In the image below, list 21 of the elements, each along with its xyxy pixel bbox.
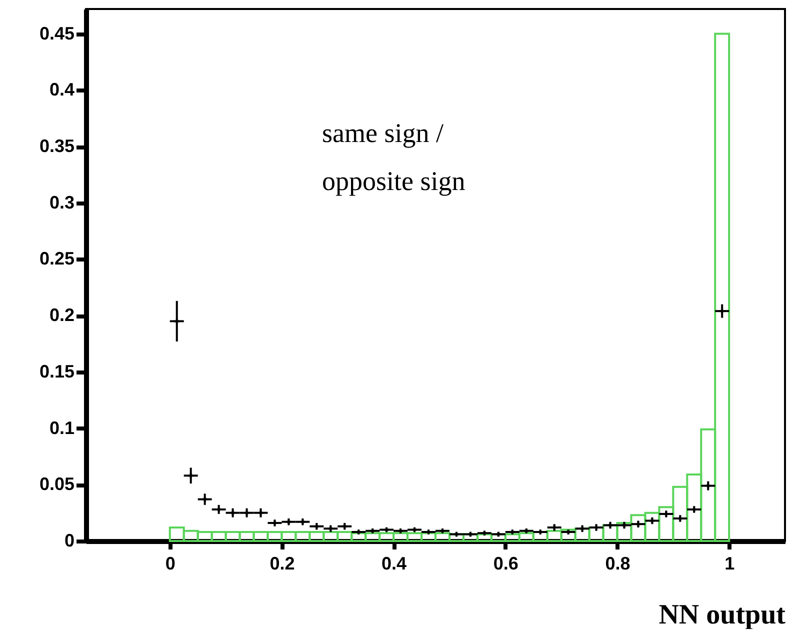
y-tick-label: 0.45 [39,23,74,44]
x-tick-label: 0 [165,554,176,574]
y-tick-label: 0.15 [39,361,74,382]
point [174,318,180,324]
x-tick-label: 0.6 [493,554,518,574]
y-tick-label: 0.1 [49,418,74,438]
x-tick-label: 1 [724,554,735,574]
point [202,496,208,502]
point [188,473,194,478]
annotation: same sign / opposite sign [322,118,466,196]
y-tick-label: 0.25 [39,248,74,269]
point [720,308,725,314]
y-tick-label: 0.35 [39,136,74,156]
y-tick-label: 0.3 [49,192,74,212]
x-tick-label: 0.8 [605,554,630,574]
y-tick-label: 0.4 [49,80,74,100]
y-tick-label: 0 [64,530,74,550]
x-tick-label: 0.4 [382,554,407,574]
y-tick-label: 0.2 [49,305,74,326]
x-tick-label: 0.2 [270,554,295,574]
y-tick-label: 0.05 [39,474,74,494]
